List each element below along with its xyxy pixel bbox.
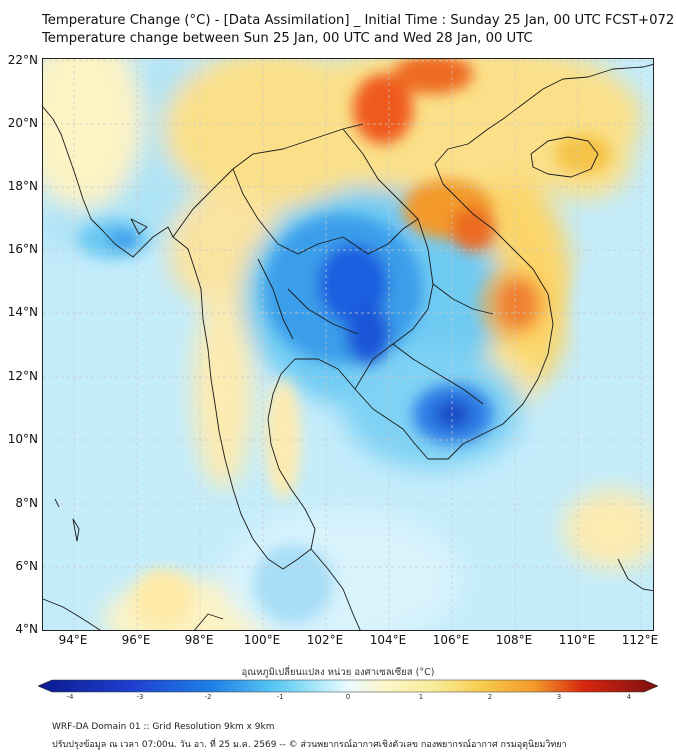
colorbar-label-4: 4 [626, 693, 632, 701]
lat-tick-20: 20°N [7, 116, 38, 130]
lon-tick-94: 94°E [58, 633, 88, 647]
colorbar-label-1: 1 [418, 693, 424, 701]
colorbar-label-0: 0 [345, 693, 351, 701]
footer-credit: ปรับปรุงข้อมูล ณ เวลา 07:00น. วัน อา. ที… [52, 740, 567, 750]
lon-tick-102: 102°E [306, 633, 344, 647]
lon-tick-104: 104°E [369, 633, 407, 647]
colorbar-label-2: 2 [487, 693, 493, 701]
chart-subtitle: Temperature change between Sun 25 Jan, 0… [42, 31, 533, 46]
lon-tick-100: 100°E [243, 633, 281, 647]
coastlines-borders [43, 64, 653, 630]
lon-tick-108: 108°E [495, 633, 533, 647]
gridlines [43, 59, 653, 630]
colorbar-label-m1: -1 [276, 693, 284, 701]
colorbar-title: อุณหภูมิเปลี่ยนแปลง หน่วย องศาเซลเซียส (… [241, 667, 435, 678]
lat-tick-8: 8°N [15, 496, 38, 510]
lon-tick-96: 96°E [121, 633, 151, 647]
lat-tick-14: 14°N [7, 305, 38, 319]
colorbar-label-m3: -3 [136, 693, 144, 701]
colorbar-label-m2: -2 [204, 693, 212, 701]
lat-tick-10: 10°N [7, 432, 38, 446]
temperature-field-detail [78, 59, 653, 629]
map-panel [42, 58, 654, 631]
temperature-map [43, 59, 653, 630]
lon-tick-98: 98°E [184, 633, 214, 647]
lon-tick-106: 106°E [432, 633, 470, 647]
colorbar-label-3: 3 [556, 693, 562, 701]
lon-tick-112: 112°E [621, 633, 659, 647]
lat-tick-22: 22°N [7, 53, 38, 67]
chart-title: Temperature Change (°C) - [Data Assimila… [42, 13, 675, 28]
colorbar [38, 679, 658, 693]
lat-tick-18: 18°N [7, 179, 38, 193]
lat-tick-4: 4°N [15, 622, 38, 636]
lat-tick-16: 16°N [7, 242, 38, 256]
colorbar-label-m4: -4 [66, 693, 74, 701]
footer-model-info: WRF-DA Domain 01 :: Grid Resolution 9km … [52, 722, 275, 732]
lat-tick-12: 12°N [7, 369, 38, 383]
lat-tick-6: 6°N [15, 559, 38, 573]
lon-tick-110: 110°E [558, 633, 596, 647]
